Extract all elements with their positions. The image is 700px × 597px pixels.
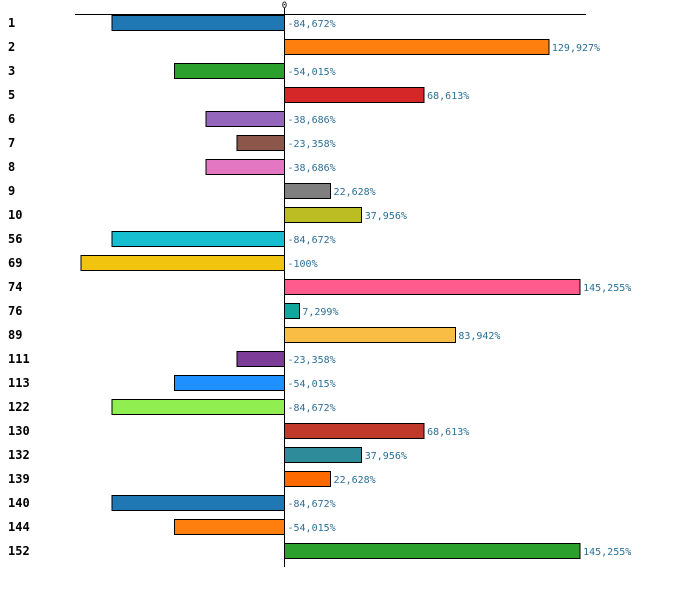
bars-group: 1 -84,672% 2 129,927% 3 -54,015% 5 68,613% 6 -38,…: [8, 15, 631, 559]
category-label: 122: [8, 400, 30, 414]
value-label: 68,613%: [427, 91, 469, 102]
value-label: -54,015%: [288, 67, 336, 78]
bar: [284, 183, 332, 199]
bar: [284, 327, 456, 343]
value-label: 83,942%: [458, 331, 500, 342]
bar: [284, 303, 300, 319]
bar: [284, 279, 581, 295]
category-label: 69: [8, 256, 22, 270]
value-label: -84,672%: [288, 235, 336, 246]
category-label: 74: [8, 280, 22, 294]
value-label: 145,255%: [583, 283, 631, 294]
category-label: 3: [8, 64, 15, 78]
bar: [174, 375, 285, 391]
category-label: 111: [8, 352, 30, 366]
bar: [284, 471, 332, 487]
bar: [284, 423, 425, 439]
category-label: 76: [8, 304, 22, 318]
value-label: -84,672%: [288, 499, 336, 510]
value-label: 37,956%: [365, 451, 407, 462]
value-label: -23,358%: [288, 139, 336, 150]
value-label: 37,956%: [365, 211, 407, 222]
value-label: -38,686%: [288, 163, 336, 174]
value-label: 7,299%: [302, 307, 338, 318]
category-label: 144: [8, 520, 30, 534]
bar: [284, 87, 425, 103]
category-label: 152: [8, 544, 30, 558]
bar: [80, 255, 285, 271]
category-label: 9: [8, 184, 15, 198]
bar: [111, 231, 286, 247]
value-label: -23,358%: [288, 355, 336, 366]
value-label: 68,613%: [427, 427, 469, 438]
bar: [111, 15, 286, 31]
category-label: 130: [8, 424, 30, 438]
bar: [174, 63, 285, 79]
value-label: -38,686%: [288, 115, 336, 126]
category-label: 140: [8, 496, 30, 510]
category-label: 10: [8, 208, 22, 222]
value-label: -54,015%: [288, 523, 336, 534]
category-label: 1: [8, 16, 15, 30]
category-label: 139: [8, 472, 30, 486]
value-label: -54,015%: [288, 379, 336, 390]
bar: [236, 135, 286, 151]
category-label: 113: [8, 376, 30, 390]
bar: [236, 351, 286, 367]
bar: [174, 519, 285, 535]
category-label: 7: [8, 136, 15, 150]
bar: [111, 399, 286, 415]
bar: [205, 111, 285, 127]
bar: [111, 495, 286, 511]
category-label: 89: [8, 328, 22, 342]
category-label: 2: [8, 40, 15, 54]
value-label: 145,255%: [583, 547, 631, 558]
category-label: 132: [8, 448, 30, 462]
category-label: 5: [8, 88, 15, 102]
bar: [284, 543, 581, 559]
zero-tick-label: 0: [282, 1, 287, 11]
bar: [205, 159, 285, 175]
category-label: 8: [8, 160, 15, 174]
category-label: 6: [8, 112, 15, 126]
value-label: 129,927%: [552, 43, 600, 54]
value-label: 22,628%: [334, 475, 376, 486]
bar: [284, 447, 363, 463]
value-label: 22,628%: [334, 187, 376, 198]
value-label: -84,672%: [288, 19, 336, 30]
value-label: -84,672%: [288, 403, 336, 414]
bar: [284, 39, 550, 55]
bar: [284, 207, 363, 223]
value-label: -100%: [288, 259, 318, 270]
category-label: 56: [8, 232, 22, 246]
